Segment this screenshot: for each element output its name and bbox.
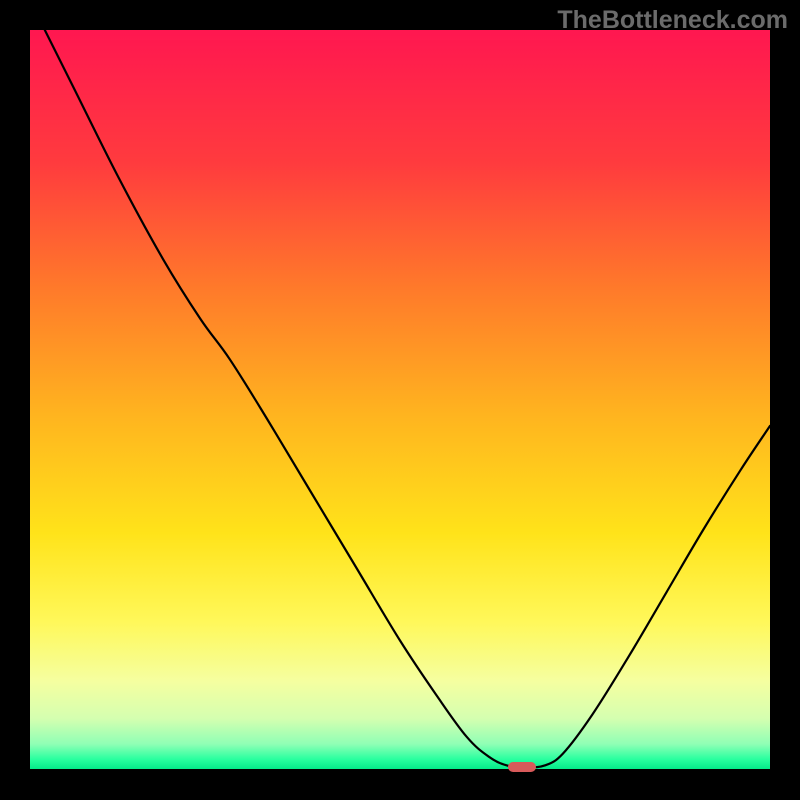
chart-container: TheBottleneck.com <box>0 0 800 800</box>
bottleneck-curve <box>45 30 770 767</box>
watermark-text: TheBottleneck.com <box>557 6 788 35</box>
curve-layer <box>30 30 770 770</box>
plot-area <box>30 30 770 770</box>
optimum-marker <box>508 762 536 772</box>
